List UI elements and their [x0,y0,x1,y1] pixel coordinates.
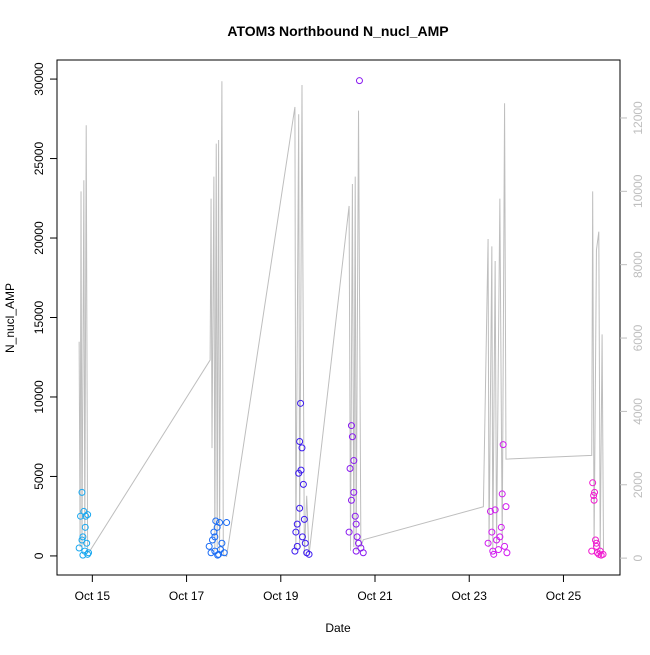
y2-tick-label: 4000 [631,398,645,425]
point [503,549,511,557]
y-axis-label: N_nucl_AMP [3,283,17,353]
y-tick-label: 20000 [32,221,46,255]
point [484,539,492,547]
point [85,549,93,557]
point [359,549,367,557]
point [591,488,599,496]
y2-tick-label: 6000 [631,324,645,351]
point [486,507,494,515]
chart-title: ATOM3 Northbound N_nucl_AMP [227,23,448,39]
y2-tick-label: 2000 [631,471,645,498]
point [293,520,301,528]
point [599,550,607,558]
point [293,542,301,550]
point [345,528,353,536]
x-tick-label: Oct 17 [169,589,205,603]
point [300,515,308,523]
point [499,441,507,449]
point [75,544,83,552]
point [490,550,498,558]
point [589,479,597,487]
y-tick-label: 0 [32,552,46,559]
x-tick-label: Oct 19 [263,589,299,603]
point [83,539,91,547]
point [347,422,355,430]
x-axis-label: Date [325,621,351,635]
point [592,539,600,547]
point [82,512,90,520]
point [78,536,86,544]
point [590,492,598,500]
point [84,550,92,558]
point [299,480,307,488]
point [78,488,86,496]
point [347,496,355,504]
point [353,533,361,541]
point [296,504,304,512]
x-tick-label: Oct 23 [452,589,488,603]
point [205,542,213,550]
point [502,503,510,511]
y-tick-label: 15000 [32,300,46,334]
x-tick-label: Oct 25 [546,589,582,603]
point [501,542,509,550]
point [296,437,304,445]
y2-tick-label: 10000 [631,174,645,208]
point [216,519,224,527]
y-tick-label: 10000 [32,380,46,414]
point [355,77,363,85]
point [81,523,89,531]
point [210,528,218,536]
point [491,506,499,514]
point [301,539,309,547]
point [84,511,92,519]
y-tick-label: 30000 [32,62,46,96]
point [498,490,506,498]
point [305,550,313,558]
x-tick-label: Oct 15 [75,589,111,603]
point [79,551,87,559]
point [223,519,231,527]
point [218,539,226,547]
y-tick-label: 25000 [32,142,46,176]
point [220,549,228,557]
x-tick-label: Oct 21 [357,589,393,603]
point [214,551,222,559]
point [298,444,306,452]
point [297,399,305,407]
point [352,520,360,528]
point [350,488,358,496]
point [590,496,598,504]
point [348,433,356,441]
point [494,546,502,554]
point [350,457,358,465]
point [497,523,505,531]
point [212,517,220,525]
point [79,533,87,541]
y2-tick-label: 12000 [631,101,645,135]
y-tick-label: 5000 [32,463,46,490]
y2-tick-label: 8000 [631,251,645,278]
point [207,549,215,557]
point [346,465,354,473]
point [297,466,305,474]
point [298,533,306,541]
point [352,547,360,555]
point [211,533,219,541]
point [77,512,85,520]
point [351,512,359,520]
point [292,528,300,536]
point [496,533,504,541]
point [488,528,496,536]
y2-tick-label: 0 [631,554,645,561]
